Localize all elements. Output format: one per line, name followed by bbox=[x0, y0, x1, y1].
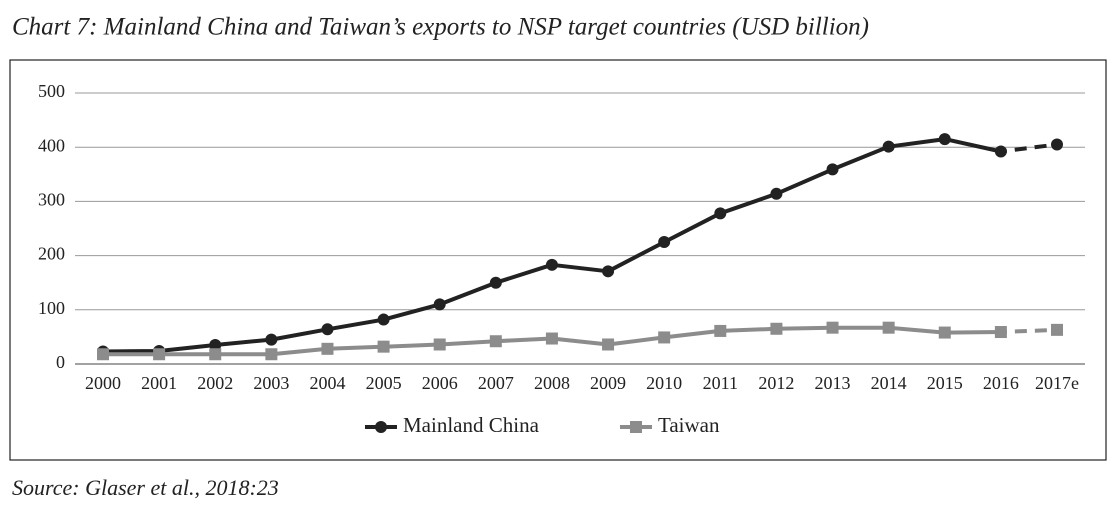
chart-title: Chart 7: Mainland China and Taiwan’s exp… bbox=[12, 14, 869, 41]
data-point bbox=[545, 258, 558, 271]
y-tick-label: 500 bbox=[38, 81, 65, 101]
x-tick-label: 2006 bbox=[422, 373, 458, 393]
data-point bbox=[321, 323, 334, 336]
x-tick-label: 2016 bbox=[983, 373, 1019, 393]
data-point bbox=[433, 338, 446, 351]
x-tick-label: 2009 bbox=[590, 373, 626, 393]
x-tick-label: 2010 bbox=[646, 373, 682, 393]
data-point bbox=[602, 338, 615, 351]
data-point bbox=[938, 326, 951, 339]
legend-marker bbox=[375, 421, 387, 433]
source-note: Source: Glaser et al., 2018:23 bbox=[12, 475, 279, 500]
x-tick-label: 2013 bbox=[815, 373, 851, 393]
x-tick-label: 2002 bbox=[197, 373, 233, 393]
x-tick-label: 2007 bbox=[478, 373, 514, 393]
x-tick-label: 2011 bbox=[703, 373, 738, 393]
data-point bbox=[770, 187, 783, 200]
data-point bbox=[545, 332, 558, 345]
legend-marker bbox=[630, 421, 642, 433]
data-point bbox=[602, 265, 615, 278]
legend-label: Mainland China bbox=[403, 413, 540, 437]
x-tick-label: 2000 bbox=[85, 373, 121, 393]
data-point bbox=[265, 333, 278, 346]
x-tick-label: 2005 bbox=[366, 373, 402, 393]
data-point bbox=[714, 324, 727, 337]
data-point bbox=[321, 342, 334, 355]
x-tick-label: 2003 bbox=[253, 373, 289, 393]
data-point bbox=[433, 298, 446, 311]
y-tick-label: 400 bbox=[38, 135, 65, 155]
data-point bbox=[1051, 323, 1063, 336]
data-point bbox=[209, 348, 222, 361]
x-tick-label: 2014 bbox=[871, 373, 907, 393]
x-tick-label: 2017e bbox=[1035, 373, 1079, 393]
data-point bbox=[826, 163, 839, 176]
legend-label: Taiwan bbox=[658, 413, 720, 437]
series-line bbox=[102, 137, 1058, 354]
x-tick-label: 2008 bbox=[534, 373, 570, 393]
data-point bbox=[714, 207, 727, 220]
data-point bbox=[209, 339, 222, 352]
data-point bbox=[658, 236, 671, 249]
x-tick-label: 2015 bbox=[927, 373, 963, 393]
data-point bbox=[1051, 138, 1063, 151]
data-point bbox=[994, 326, 1007, 339]
chart-frame bbox=[9, 59, 1107, 461]
data-point bbox=[938, 133, 951, 146]
data-point bbox=[377, 340, 390, 353]
y-tick-label: 0 bbox=[56, 352, 65, 372]
x-tick-label: 2001 bbox=[141, 373, 177, 393]
data-point bbox=[882, 321, 895, 334]
data-point bbox=[489, 276, 502, 289]
data-point bbox=[377, 313, 390, 326]
y-tick-label: 300 bbox=[38, 190, 65, 210]
data-point bbox=[770, 322, 783, 335]
data-point bbox=[489, 335, 502, 348]
data-point bbox=[658, 331, 671, 344]
series-line bbox=[103, 325, 1058, 357]
data-point bbox=[265, 348, 278, 361]
y-tick-label: 100 bbox=[38, 298, 65, 318]
data-point bbox=[994, 145, 1007, 158]
data-point bbox=[882, 140, 895, 153]
data-point bbox=[97, 348, 109, 361]
y-tick-label: 200 bbox=[38, 244, 65, 264]
x-tick-label: 2004 bbox=[309, 373, 345, 393]
x-tick-label: 2012 bbox=[758, 373, 794, 393]
data-point bbox=[826, 321, 839, 334]
data-point bbox=[153, 348, 166, 361]
